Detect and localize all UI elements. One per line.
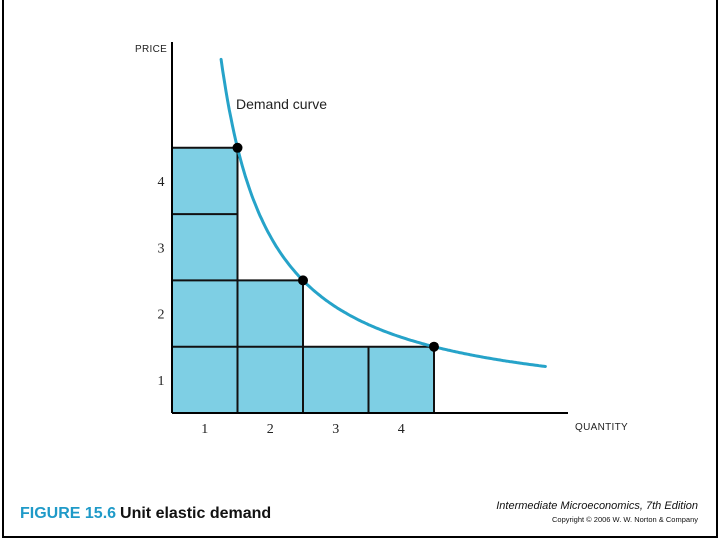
y-tick-label-2: 2 — [158, 308, 165, 323]
copyright-notice: Copyright © 2006 W. W. Norton & Company — [551, 515, 698, 524]
curve-points — [232, 142, 439, 352]
y-axis-title: PRICE — [135, 44, 167, 55]
book-title: Intermediate Microeconomics, 7th Edition — [496, 500, 698, 512]
curve-point-1 — [232, 142, 243, 153]
book-credit: Intermediate Microeconomics, 7th Edition… — [496, 500, 698, 524]
curve-point-2 — [298, 275, 308, 286]
demand-curve-label: Demand curve — [236, 96, 327, 112]
demand-curve — [219, 57, 547, 368]
x-tick-label-2: 2 — [267, 422, 274, 437]
figure-caption: FIGURE 15.6 Unit elastic demand — [20, 505, 271, 523]
x-tick-label-1: 1 — [201, 422, 208, 437]
curve-point-3 — [429, 341, 439, 352]
tick-labels: 1 2 3 4 1 2 3 4 — [158, 175, 405, 437]
figure-title: Unit elastic demand — [120, 505, 272, 522]
x-tick-label-3: 3 — [332, 422, 339, 437]
x-tick-label-4: 4 — [398, 422, 405, 437]
rectangle-grid-lines — [172, 146, 435, 413]
axes — [171, 42, 568, 414]
y-tick-label-3: 3 — [158, 241, 165, 256]
y-tick-label-4: 4 — [158, 175, 165, 190]
x-axis-title: QUANTITY — [575, 422, 628, 433]
figure-number: FIGURE 15.6 — [20, 505, 117, 522]
y-tick-label-1: 1 — [158, 374, 165, 389]
